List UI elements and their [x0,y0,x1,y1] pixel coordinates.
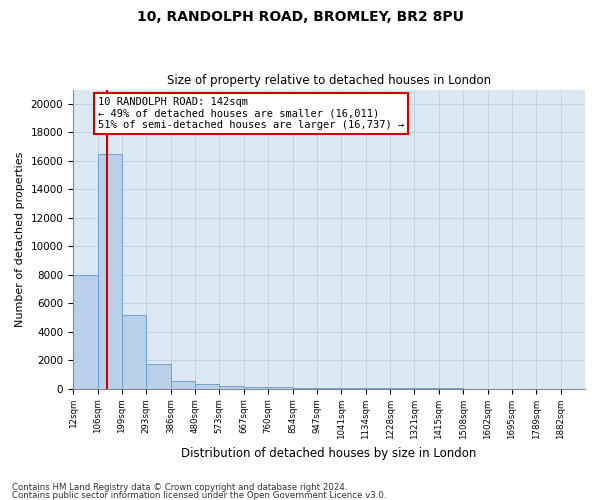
Bar [146,364,170,388]
Text: 10 RANDOLPH ROAD: 142sqm
← 49% of detached houses are smaller (16,011)
51% of se: 10 RANDOLPH ROAD: 142sqm ← 49% of detach… [98,96,404,130]
Text: 10, RANDOLPH ROAD, BROMLEY, BR2 8PU: 10, RANDOLPH ROAD, BROMLEY, BR2 8PU [137,10,463,24]
Bar [73,274,98,388]
Title: Size of property relative to detached houses in London: Size of property relative to detached ho… [167,74,491,87]
Bar [220,386,244,388]
Bar [170,380,195,388]
Y-axis label: Number of detached properties: Number of detached properties [15,152,25,327]
X-axis label: Distribution of detached houses by size in London: Distribution of detached houses by size … [181,447,477,460]
Text: Contains public sector information licensed under the Open Government Licence v3: Contains public sector information licen… [12,491,386,500]
Text: Contains HM Land Registry data © Crown copyright and database right 2024.: Contains HM Land Registry data © Crown c… [12,484,347,492]
Bar [98,154,122,388]
Bar [122,314,146,388]
Bar [195,384,220,388]
Bar [244,386,268,388]
